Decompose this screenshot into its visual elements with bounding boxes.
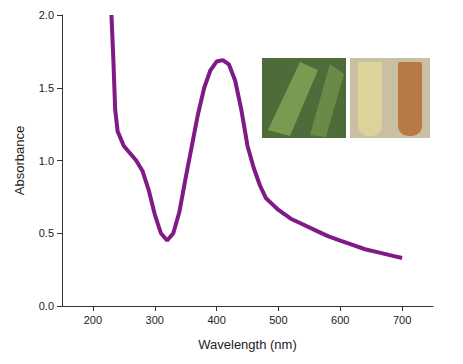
svg-text:Wavelength (nm): Wavelength (nm) <box>198 337 297 352</box>
svg-text:500: 500 <box>269 314 287 326</box>
svg-text:700: 700 <box>393 314 411 326</box>
svg-text:400: 400 <box>207 314 225 326</box>
svg-text:600: 600 <box>331 314 349 326</box>
svg-text:Absorbance: Absorbance <box>12 126 27 195</box>
svg-text:200: 200 <box>84 314 102 326</box>
svg-text:0.0: 0.0 <box>39 300 54 312</box>
svg-text:1.0: 1.0 <box>39 155 54 167</box>
svg-text:1.5: 1.5 <box>39 82 54 94</box>
svg-text:2.0: 2.0 <box>39 9 54 21</box>
svg-text:0.5: 0.5 <box>39 227 54 239</box>
svg-text:300: 300 <box>146 314 164 326</box>
